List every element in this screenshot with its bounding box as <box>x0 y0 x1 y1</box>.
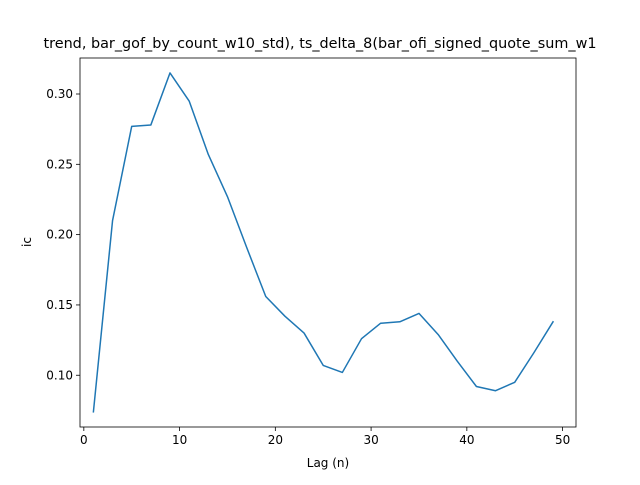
y-tick-label: 0.10 <box>46 368 73 382</box>
x-axis-label: Lag (n) <box>307 456 349 470</box>
chart-title: trend, bar_gof_by_count_w10_std), ts_del… <box>43 36 596 52</box>
x-tick-label: 0 <box>80 433 88 447</box>
series-line-0 <box>93 73 553 412</box>
x-tick-label: 10 <box>172 433 187 447</box>
y-tick-label: 0.25 <box>46 157 73 171</box>
x-axis: 0 10 20 30 40 50 <box>80 427 570 447</box>
y-tick-label: 0.30 <box>46 87 73 101</box>
y-axis: 0.10 0.15 0.20 0.25 0.30 <box>46 87 80 382</box>
x-tick-label: 50 <box>555 433 570 447</box>
x-tick-label: 40 <box>459 433 474 447</box>
y-tick-label: 0.15 <box>46 298 73 312</box>
y-axis-label: ic <box>20 237 34 247</box>
plot-area <box>80 58 576 427</box>
x-tick-label: 20 <box>268 433 283 447</box>
x-tick-label: 30 <box>363 433 378 447</box>
y-tick-label: 0.20 <box>46 228 73 242</box>
